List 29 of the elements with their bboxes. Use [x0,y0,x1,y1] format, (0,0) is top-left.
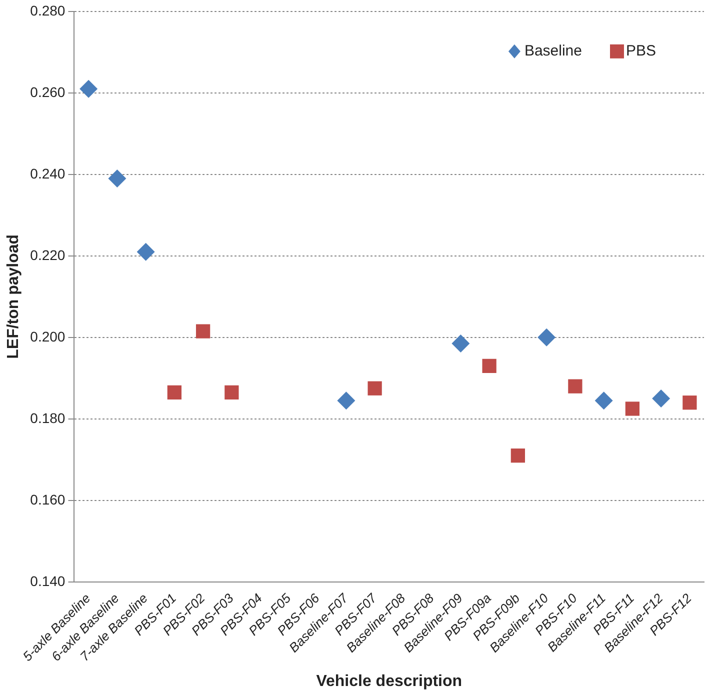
y-tick-label: 0.200 [30,328,66,344]
y-tick-label: 0.180 [30,410,66,426]
point [224,385,239,400]
y-tick-label: 0.240 [30,165,66,182]
point [568,379,582,394]
y-tick-label: 0.220 [30,246,66,263]
point [136,242,155,261]
y-tick-label: 0.140 [30,572,66,589]
legend-label: PBS [626,42,656,60]
point [196,324,210,338]
point [80,80,98,98]
legend-label: Baseline [524,42,582,60]
point [682,396,697,410]
point [538,328,556,346]
point [167,385,182,400]
point [482,358,496,374]
point [108,169,126,188]
point [337,392,356,410]
point [510,448,526,463]
y-axis-title: LEF/ton payload [5,234,22,359]
point [452,334,470,353]
point [652,390,670,408]
y-tick-label: 0.280 [30,2,66,18]
point [368,381,382,396]
point [594,392,613,410]
y-tick-label: 0.260 [30,84,66,100]
y-tick-label: 0.160 [30,491,66,508]
point [625,402,640,416]
x-axis-title: Vehicle description [316,672,462,690]
